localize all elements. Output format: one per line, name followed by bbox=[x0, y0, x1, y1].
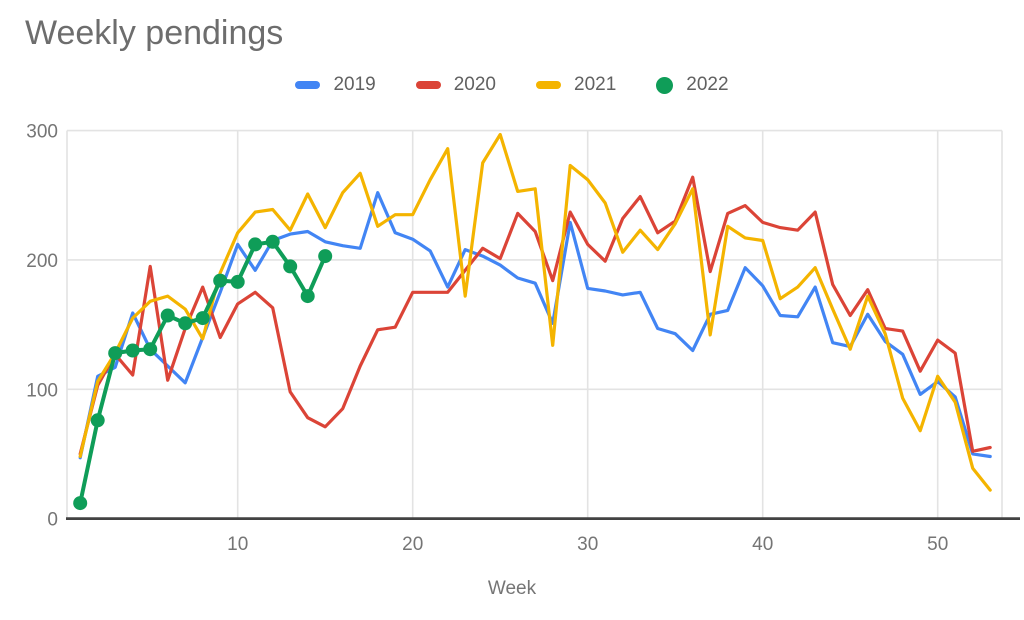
data-point bbox=[265, 234, 280, 249]
data-point bbox=[178, 316, 193, 331]
y-tick-label: 100 bbox=[26, 380, 58, 401]
data-point bbox=[318, 249, 333, 264]
x-tick-label: 30 bbox=[577, 534, 598, 555]
data-point bbox=[248, 237, 263, 252]
gridlines bbox=[66, 129, 1003, 519]
legend-label: 2021 bbox=[574, 74, 617, 95]
series-line-2022 bbox=[78, 239, 328, 506]
series-points-2022[interactable] bbox=[73, 234, 333, 511]
legend-item-2019[interactable]: 2019 bbox=[295, 74, 376, 96]
data-point bbox=[73, 496, 88, 511]
data-point bbox=[125, 343, 140, 358]
data-point bbox=[90, 413, 105, 428]
legend-swatch-2020 bbox=[415, 81, 441, 89]
x-tick-label: 40 bbox=[752, 534, 773, 555]
legend-swatch-2019 bbox=[295, 81, 321, 89]
y-tick-label: 200 bbox=[26, 251, 58, 272]
series-lines[interactable] bbox=[73, 132, 992, 511]
legend-label: 2020 bbox=[453, 74, 496, 95]
x-axis-labels: 10 20 30 40 50 bbox=[227, 534, 948, 555]
chart-title: Weekly pendings bbox=[25, 14, 284, 52]
data-point bbox=[160, 308, 175, 323]
data-point bbox=[143, 342, 158, 357]
data-point bbox=[195, 311, 210, 326]
data-point bbox=[300, 289, 315, 304]
legend-item-2021[interactable]: 2021 bbox=[536, 74, 616, 96]
series-line-2021 bbox=[78, 132, 992, 492]
data-point bbox=[230, 274, 245, 289]
data-point bbox=[213, 273, 228, 288]
y-tick-label: 0 bbox=[47, 510, 58, 531]
x-tick-label: 50 bbox=[927, 534, 948, 555]
data-point bbox=[283, 259, 298, 274]
chart-legend: 2019 2020 2021 2022 bbox=[0, 72, 1024, 98]
legend-label: 2022 bbox=[686, 74, 729, 95]
series-line-2019 bbox=[78, 191, 992, 460]
legend-item-2022[interactable]: 2022 bbox=[656, 74, 729, 96]
data-point bbox=[108, 346, 123, 361]
y-axis-labels: 0 100 200 300 bbox=[26, 122, 58, 531]
x-tick-label: 20 bbox=[402, 534, 423, 555]
legend-swatch-2021 bbox=[536, 81, 561, 89]
series-line-2020 bbox=[78, 175, 992, 456]
legend-item-2020[interactable]: 2020 bbox=[415, 74, 496, 96]
legend-swatch-2022 bbox=[656, 76, 674, 94]
legend-label: 2019 bbox=[333, 74, 376, 95]
y-tick-label: 300 bbox=[26, 122, 58, 143]
x-tick-label: 10 bbox=[227, 534, 248, 555]
x-axis-title: Week bbox=[487, 578, 537, 599]
